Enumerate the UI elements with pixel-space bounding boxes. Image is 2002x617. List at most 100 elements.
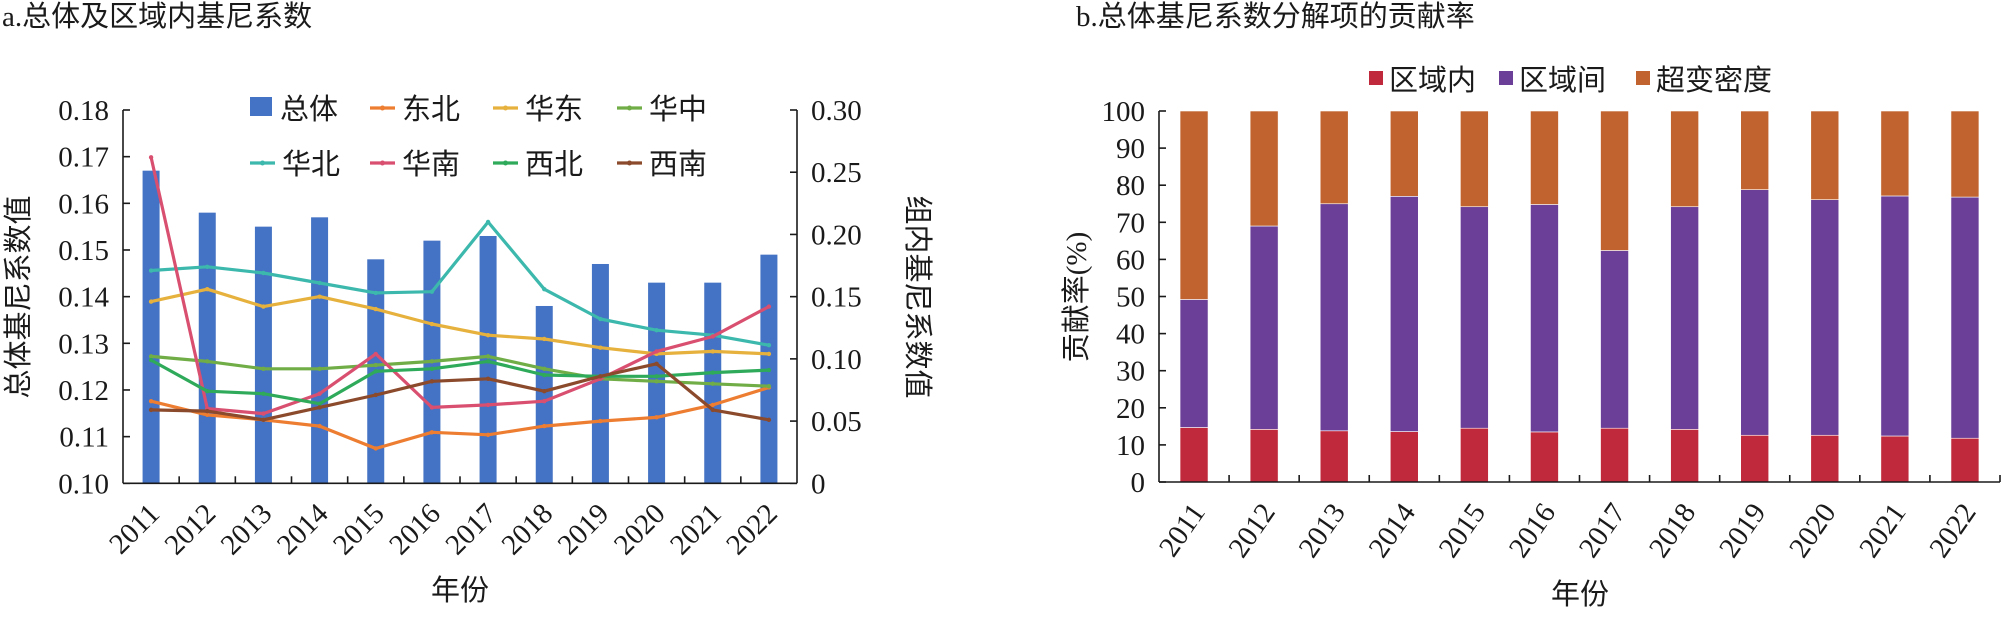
- bar-total-2012: [198, 212, 216, 484]
- bar-segment-1-2020: [1810, 199, 1840, 436]
- line-point-6-2016: [429, 379, 435, 384]
- line-point-2-2018: [542, 366, 547, 372]
- bar-segment-0-2014: [1389, 431, 1419, 483]
- y-tick-label-right: 0.20: [811, 219, 862, 251]
- x-tick-label: 2014: [271, 497, 335, 561]
- x-tick-label: 2014: [1363, 497, 1423, 563]
- line-point-2-2013: [261, 366, 266, 372]
- line-point-1-2015: [373, 306, 378, 312]
- line-point-5-2018: [542, 372, 547, 378]
- bar-segment-2-2014: [1389, 110, 1419, 197]
- y-tick-label-left: 0.17: [58, 142, 109, 174]
- legend-swatch: [1369, 71, 1383, 85]
- bar-segment-0-2016: [1530, 431, 1559, 483]
- x-tick-label: 2016: [1503, 498, 1562, 564]
- y-tick-label-right: 0.05: [811, 406, 862, 438]
- line-point-2-2022: [766, 384, 772, 389]
- bar-segment-0-2015: [1460, 427, 1489, 483]
- bar-segment-0-2021: [1880, 435, 1910, 483]
- x-tick-label: 2020: [608, 498, 672, 562]
- line-point-4-2018: [542, 398, 547, 404]
- bar-segment-1-2016: [1530, 204, 1559, 433]
- legend-label: 西南: [649, 148, 707, 181]
- bar-segment-0-2018: [1670, 429, 1699, 483]
- line-point-0-2012: [205, 412, 210, 418]
- bar-segment-1-2017: [1600, 250, 1629, 429]
- line-point-2-2017: [485, 354, 491, 359]
- line-point-6-2020: [654, 361, 659, 367]
- line-point-1-2022: [766, 351, 772, 357]
- line-point-5-2021: [710, 370, 715, 375]
- y-tick-label-left: 0.12: [58, 375, 109, 407]
- legend-swatch-marker: [380, 160, 385, 166]
- line-point-6-2015: [373, 392, 378, 398]
- bar-total-2013: [254, 226, 272, 484]
- line-point-0-2016: [429, 430, 435, 435]
- bar-segment-2-2018: [1670, 110, 1699, 208]
- line-point-3-2017: [485, 219, 491, 225]
- bar-segment-1-2015: [1460, 206, 1489, 429]
- panel-b-x-axis-title: 年份: [1551, 578, 1609, 611]
- bar-total-2018: [535, 305, 553, 484]
- line-point-3-2011: [148, 268, 154, 273]
- x-tick-label: 2011: [103, 498, 166, 561]
- legend-label: 东北: [402, 93, 460, 126]
- y-tick-label: 90: [1116, 133, 1145, 165]
- line-point-3-2016: [429, 289, 435, 294]
- line-point-6-2013: [261, 417, 266, 423]
- line-point-1-2011: [148, 299, 154, 304]
- line-point-2-2011: [148, 354, 154, 359]
- y-tick-label-right: 0.10: [811, 344, 862, 376]
- line-point-4-2014: [317, 391, 322, 396]
- legend-swatch-marker: [260, 160, 265, 166]
- bar-segment-2-2013: [1319, 110, 1349, 205]
- line-point-3-2022: [766, 342, 772, 348]
- legend-label: 华中: [649, 93, 707, 126]
- line-point-0-2021: [710, 402, 715, 408]
- line-point-6-2021: [710, 407, 715, 413]
- line-point-4-2015: [373, 351, 378, 357]
- bar-segment-1-2012: [1249, 225, 1279, 430]
- line-point-2-2016: [429, 359, 435, 364]
- y-tick-label-left: 0.15: [58, 235, 109, 267]
- line-point-2-2015: [373, 362, 378, 368]
- line-point-0-2014: [317, 423, 322, 429]
- panel-a-bars: [142, 170, 778, 484]
- x-tick-label: 2021: [1853, 498, 1912, 564]
- line-point-1-2021: [710, 349, 715, 354]
- x-tick-label: 2012: [1222, 498, 1281, 564]
- y-tick-label-right: 0.25: [811, 157, 862, 189]
- bar-segment-1-2018: [1670, 206, 1699, 430]
- bar-segment-1-2022: [1950, 196, 1980, 439]
- bar-segment-2-2019: [1740, 110, 1770, 190]
- legend-swatch: [1499, 71, 1513, 85]
- x-tick-label: 2015: [327, 498, 391, 562]
- x-tick-label: 2017: [439, 498, 503, 562]
- line-point-3-2012: [205, 264, 210, 269]
- line-series-1: [149, 287, 771, 356]
- y-tick-label: 10: [1116, 430, 1145, 462]
- line-point-5-2012: [205, 389, 210, 394]
- line-series-2: [149, 354, 771, 388]
- bar-segment-2-2012: [1249, 110, 1279, 227]
- bar-segment-2-2017: [1600, 110, 1629, 251]
- line-point-0-2019: [598, 418, 603, 424]
- x-tick-label: 2021: [664, 498, 728, 562]
- bar-segment-1-2021: [1880, 195, 1910, 437]
- bar-segment-0-2013: [1319, 430, 1349, 483]
- legend-label: 华北: [282, 148, 340, 181]
- line-point-4-2017: [485, 402, 491, 408]
- line-point-4-2011: [148, 155, 154, 160]
- line-series-6: [149, 362, 771, 422]
- line-point-0-2020: [654, 415, 659, 420]
- y-tick-label: 50: [1116, 282, 1145, 314]
- x-tick-label: 2017: [1573, 498, 1632, 564]
- legend-label: 超变密度: [1656, 64, 1772, 97]
- line-series-4: [149, 155, 771, 416]
- y-tick-label-left: 0.11: [59, 422, 109, 454]
- line-point-1-2019: [598, 345, 603, 350]
- line-point-6-2014: [317, 405, 322, 410]
- line-point-5-2014: [317, 401, 322, 406]
- y-tick-label-left: 0.10: [58, 468, 109, 500]
